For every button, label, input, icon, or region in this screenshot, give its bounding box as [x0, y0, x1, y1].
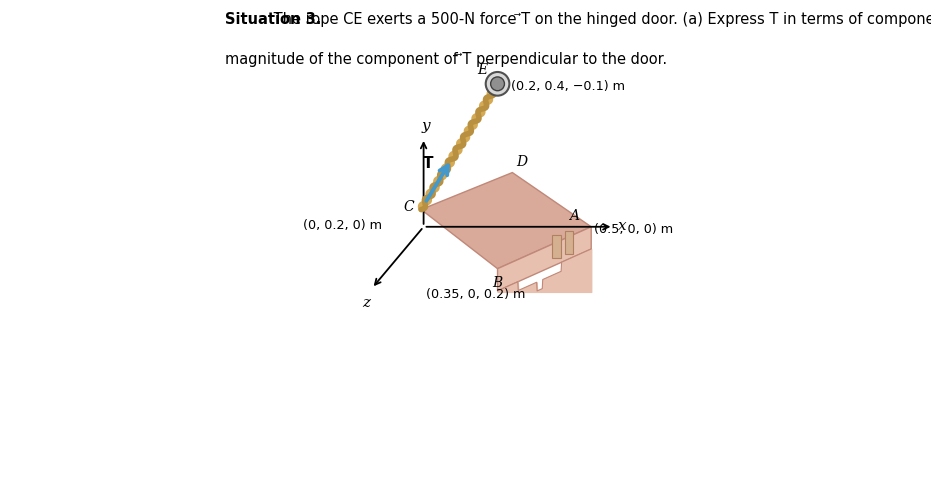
Polygon shape: [421, 173, 591, 269]
Text: Situation 3.: Situation 3.: [225, 12, 321, 27]
Text: z: z: [362, 296, 370, 310]
Text: (0, 0.2, 0) m: (0, 0.2, 0) m: [303, 219, 382, 232]
Text: The rope CE exerts a 500-N force ⃗T on the hinged door. (a) Express T in terms o: The rope CE exerts a 500-N force ⃗T on t…: [269, 12, 931, 27]
Text: C: C: [403, 200, 413, 214]
Text: E: E: [478, 64, 488, 77]
Text: A: A: [569, 209, 579, 223]
Polygon shape: [497, 227, 591, 291]
Text: B: B: [492, 276, 503, 290]
Text: magnitude of the component of ⃗T perpendicular to the door.: magnitude of the component of ⃗T perpend…: [225, 52, 667, 67]
Text: x: x: [618, 219, 627, 233]
Text: (0.2, 0.4, −0.1) m: (0.2, 0.4, −0.1) m: [511, 80, 625, 93]
Circle shape: [486, 72, 509, 96]
Circle shape: [491, 77, 505, 91]
Text: (0.5, 0, 0) m: (0.5, 0, 0) m: [594, 223, 673, 236]
Text: y: y: [422, 119, 430, 133]
Bar: [552, 236, 561, 257]
Text: T: T: [423, 156, 434, 171]
Text: (0.35, 0, 0.2) m: (0.35, 0, 0.2) m: [425, 288, 525, 301]
Bar: [564, 232, 573, 253]
Text: D: D: [517, 155, 527, 169]
